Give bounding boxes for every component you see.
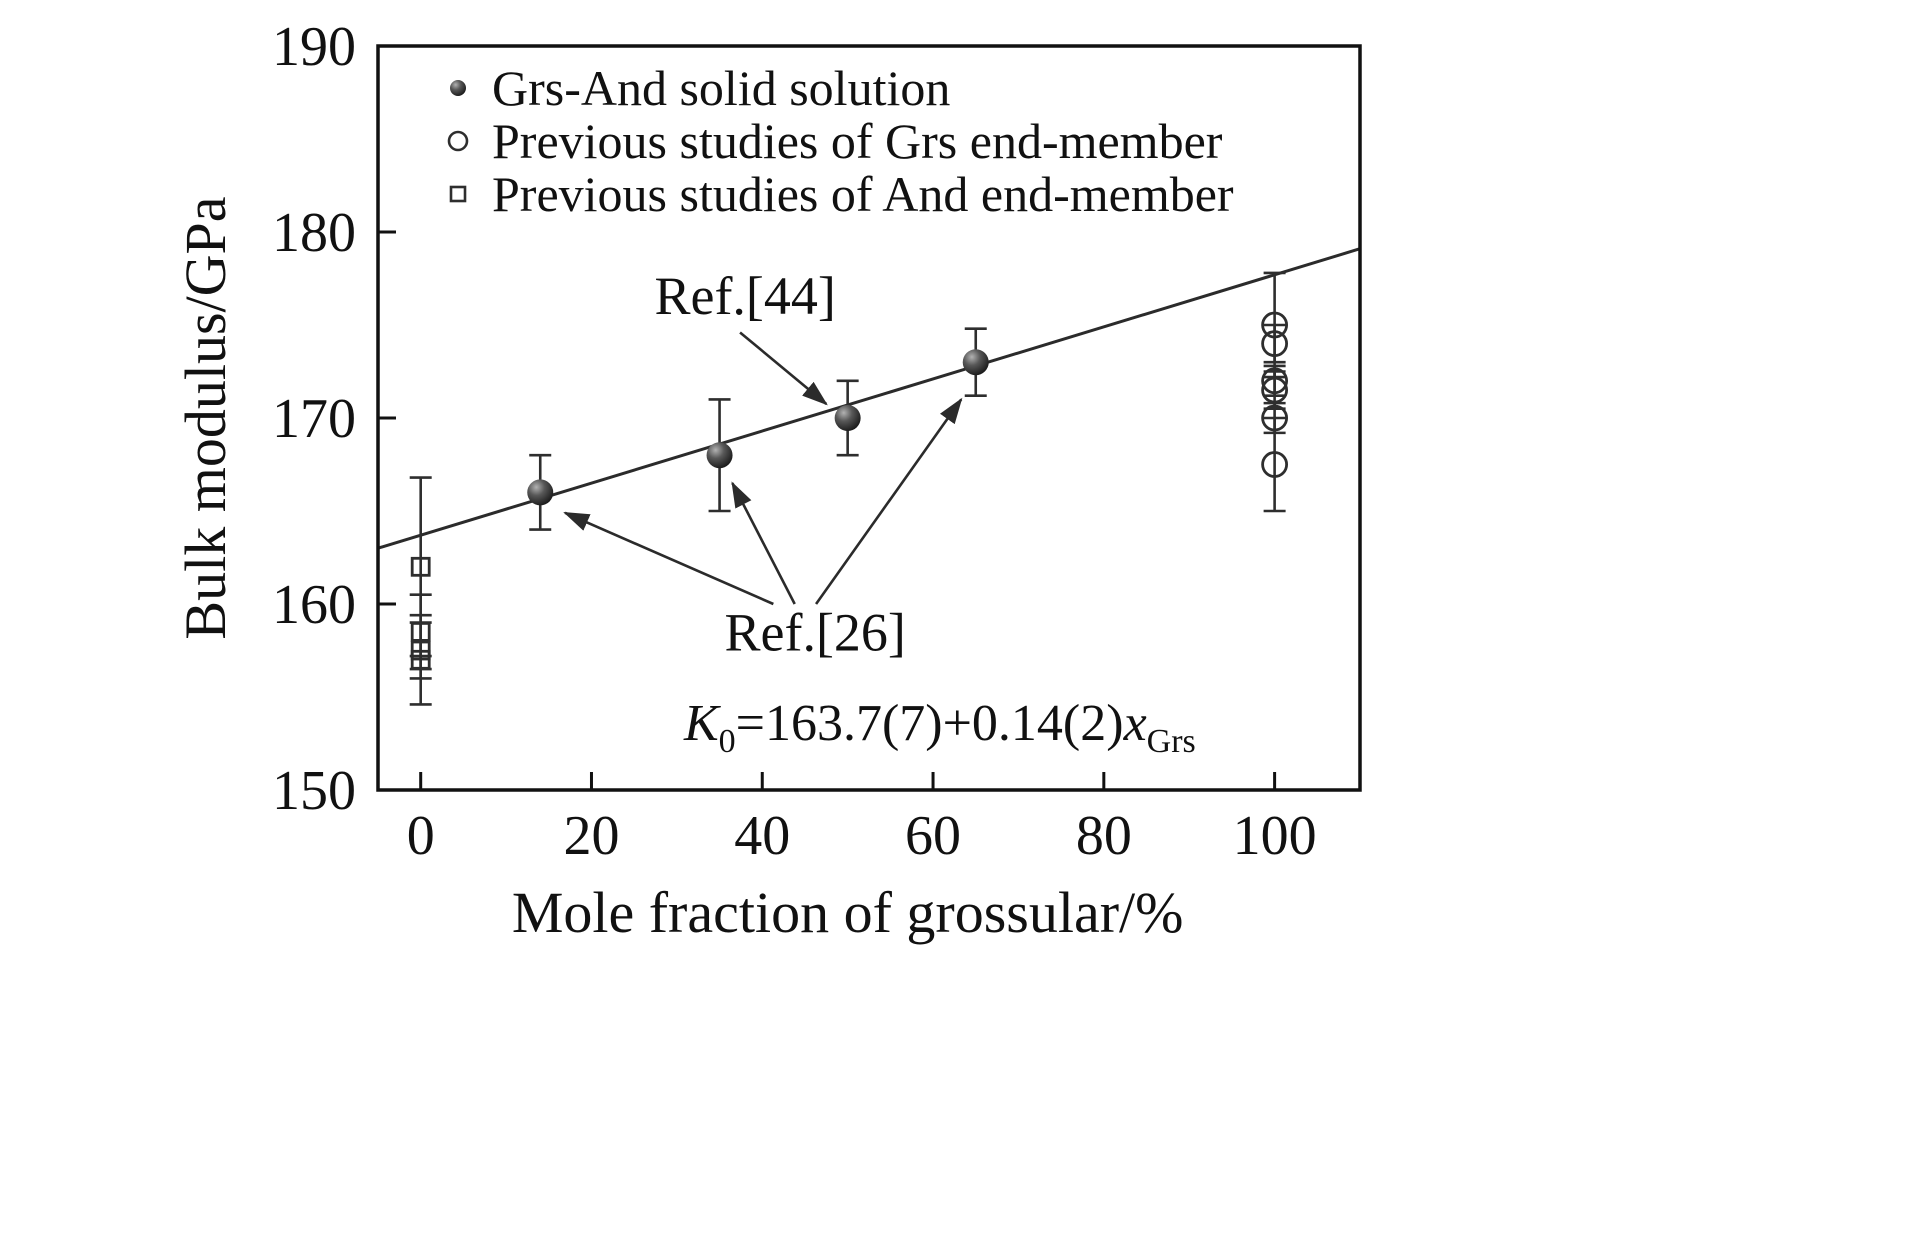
annotation-text: Ref.[44] — [654, 266, 835, 326]
y-tick-label: 170 — [272, 388, 356, 450]
data-point-open-circle — [1261, 404, 1289, 432]
data-point-sphere — [706, 442, 733, 469]
x-tick-label: 0 — [407, 805, 435, 867]
series-2 — [409, 476, 432, 706]
data-point-open-square — [410, 556, 431, 577]
equation-label: K0=163.7(7)+0.14(2)xGrs — [683, 695, 1196, 760]
data-point-open-circle — [1261, 376, 1289, 404]
annotation-text: Ref.[26] — [724, 603, 905, 663]
legend-label: Previous studies of Grs end-member — [492, 113, 1223, 169]
x-tick-label: 40 — [734, 805, 790, 867]
data-point-open-circle — [1261, 330, 1289, 358]
x-tick-label: 20 — [563, 805, 619, 867]
data-point-open-square — [410, 649, 431, 670]
data-point-open-circle — [1261, 451, 1289, 478]
annotation-arrow — [731, 481, 796, 605]
x-tick-label: 60 — [905, 805, 961, 867]
data-point-open-circle — [1261, 311, 1289, 339]
legend-label: Grs-And solid solution — [492, 60, 950, 116]
data-point-open-circle — [1261, 367, 1289, 395]
legend-marker-circle — [447, 130, 469, 152]
annotation-arrow — [739, 331, 828, 406]
series-0 — [527, 327, 989, 531]
data-point-sphere — [834, 405, 861, 431]
x-tick-label: 100 — [1233, 805, 1317, 867]
data-point-sphere — [962, 349, 989, 376]
series-1 — [1261, 271, 1289, 513]
legend-marker-sphere — [450, 80, 466, 96]
y-tick-label: 190 — [272, 16, 356, 78]
annotation-arrow — [814, 397, 963, 605]
y-tick-label: 180 — [272, 202, 356, 264]
x-tick-label: 80 — [1076, 805, 1132, 867]
annotation-arrow — [563, 511, 774, 606]
legend-label: Previous studies of And end-member — [492, 166, 1234, 222]
y-axis-title: Bulk modulus/GPa — [173, 196, 238, 639]
y-tick-label: 150 — [272, 760, 356, 822]
legend-marker-square — [449, 185, 467, 203]
y-tick-label: 160 — [272, 574, 356, 636]
fit-line — [377, 247, 1361, 550]
data-point-sphere — [527, 479, 554, 506]
data-point-open-square — [410, 622, 431, 642]
x-axis-title: Mole fraction of grossular/% — [512, 880, 1184, 945]
